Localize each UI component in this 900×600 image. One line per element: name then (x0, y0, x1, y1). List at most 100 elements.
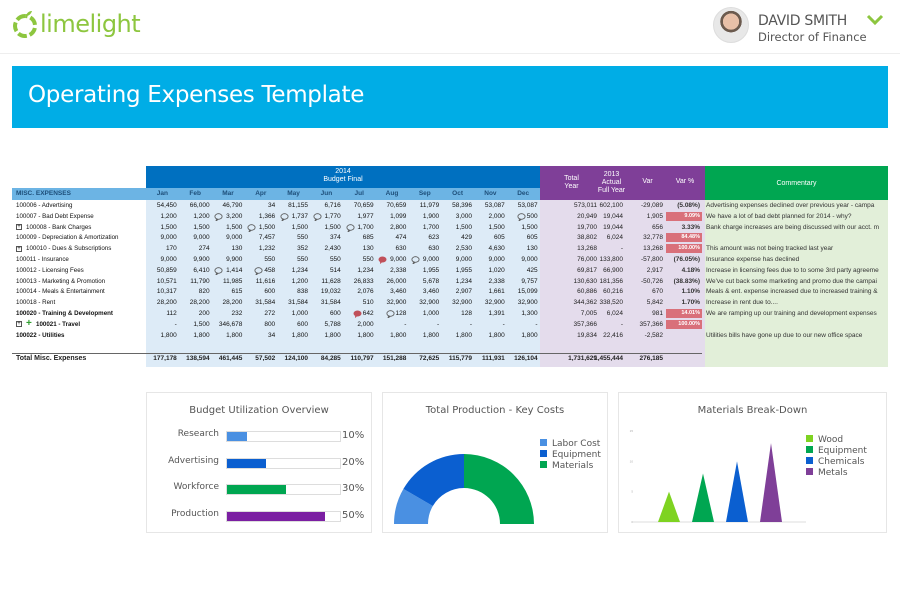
cell-oct[interactable]: 2,907 (455, 288, 472, 296)
comment-icon[interactable] (280, 213, 289, 221)
cell-feb[interactable]: 9,000 (193, 234, 210, 242)
cell-jun[interactable]: 1,770 (324, 212, 341, 220)
cell-mar[interactable]: 9,900 (226, 256, 243, 263)
cell-dec[interactable]: 15,099 (517, 288, 538, 296)
cell-may[interactable]: 81,155 (288, 202, 308, 209)
cell-may[interactable]: 550 (297, 256, 308, 263)
cell-aug[interactable]: 474 (395, 234, 407, 242)
expand-toggle-icon[interactable]: + (16, 245, 22, 252)
cell-mar[interactable]: 232 (231, 310, 243, 317)
cell-jul[interactable]: 685 (362, 234, 374, 242)
cell-sep[interactable]: 1,000 (422, 310, 440, 317)
cell-apr[interactable]: 1,366 (258, 212, 276, 220)
cell-oct[interactable]: 32,900 (452, 299, 472, 307)
cell-oct[interactable]: 1,234 (455, 277, 472, 285)
cell-sep[interactable]: 1,800 (422, 331, 440, 339)
commentary-cell[interactable]: Advertising expenses declined over previ… (706, 202, 875, 209)
cell-mar[interactable]: 1,800 (226, 331, 243, 339)
cell-may[interactable]: 1,737 (291, 212, 308, 220)
cell-oct[interactable]: 9,000 (455, 256, 472, 263)
cell-feb[interactable]: 66,000 (189, 202, 210, 209)
cell-aug[interactable]: 70,659 (386, 202, 407, 209)
cell-aug[interactable]: 9,000 (390, 256, 407, 263)
add-icon[interactable]: + (26, 317, 32, 329)
commentary-cell[interactable]: Utilities bills have gone up due to our … (706, 331, 863, 339)
cell-apr[interactable]: 458 (264, 266, 276, 274)
cell-jan[interactable]: 170 (165, 245, 177, 253)
cell-feb[interactable]: 9,900 (193, 256, 210, 263)
cell-apr[interactable]: 31,584 (255, 299, 276, 307)
cell-sep[interactable]: 11,979 (419, 202, 440, 209)
month-header-feb[interactable]: Feb (189, 190, 201, 197)
cell-dec[interactable]: 1,800 (521, 331, 538, 339)
cell-jan[interactable]: 50,859 (156, 266, 177, 274)
cell-aug[interactable]: - (404, 320, 407, 328)
month-header-apr[interactable]: Apr (255, 190, 267, 197)
cell-feb[interactable]: 11,790 (190, 277, 210, 285)
cell-may[interactable]: 1,500 (291, 223, 308, 231)
comment-icon[interactable] (378, 256, 387, 264)
month-header-may[interactable]: May (287, 190, 300, 197)
month-header-jan[interactable]: Jan (156, 190, 168, 197)
cell-aug[interactable]: 26,000 (386, 277, 407, 285)
comment-icon[interactable] (353, 310, 362, 318)
month-header-mar[interactable]: Mar (222, 190, 234, 197)
comment-icon[interactable] (386, 310, 395, 318)
cell-dec[interactable]: 130 (526, 245, 538, 253)
cell-feb[interactable]: 1,800 (193, 331, 210, 339)
cell-jan[interactable]: 1,500 (160, 223, 177, 231)
expand-toggle-icon[interactable]: + (16, 321, 22, 328)
cell-jul[interactable]: 642 (362, 310, 374, 317)
cell-apr[interactable]: 34 (267, 331, 276, 339)
cell-nov[interactable]: - (502, 320, 505, 328)
cell-may[interactable]: 600 (297, 320, 308, 328)
cell-dec[interactable]: 9,757 (521, 277, 538, 285)
cell-may[interactable]: 1,200 (291, 277, 308, 285)
commentary-cell[interactable]: This amount was not being tracked last y… (706, 245, 834, 253)
month-header-oct[interactable]: Oct (452, 190, 463, 197)
cell-apr[interactable]: 272 (264, 310, 276, 317)
cell-mar[interactable]: 1,414 (226, 266, 243, 274)
month-header-jun[interactable]: Jun (320, 190, 333, 197)
cell-dec[interactable]: 9,000 (521, 256, 538, 263)
cell-aug[interactable]: 1,800 (390, 331, 407, 339)
month-header-jul[interactable]: Jul (354, 190, 364, 197)
cell-feb[interactable]: 1,200 (193, 212, 210, 220)
cell-apr[interactable]: 1,232 (258, 245, 276, 253)
cell-nov[interactable]: 1,661 (488, 288, 505, 296)
cell-apr[interactable]: 11,616 (255, 277, 276, 285)
comment-icon[interactable] (411, 256, 420, 264)
comment-icon[interactable] (313, 213, 322, 221)
cell-jun[interactable]: 374 (329, 234, 341, 242)
cell-jan[interactable]: 9,000 (160, 256, 177, 263)
cell-sep[interactable]: 9,000 (422, 256, 440, 263)
cell-oct[interactable]: 1,500 (455, 223, 472, 231)
cell-aug[interactable]: 2,800 (390, 223, 407, 231)
cell-sep[interactable]: 1,955 (422, 266, 440, 274)
cell-dec[interactable]: 500 (526, 212, 538, 220)
cell-sep[interactable]: 3,460 (422, 288, 440, 296)
cell-jul[interactable]: 2,076 (357, 288, 374, 296)
cell-jan[interactable]: 9,000 (160, 234, 177, 242)
cell-aug[interactable]: 2,338 (390, 266, 407, 274)
expand-toggle-icon[interactable]: + (16, 224, 22, 231)
cell-jan[interactable]: 28,200 (156, 299, 177, 307)
cell-jul[interactable]: 1,700 (357, 223, 374, 231)
cell-aug[interactable]: 32,900 (386, 299, 407, 307)
cell-nov[interactable]: 32,900 (484, 299, 505, 307)
avatar[interactable] (713, 7, 749, 43)
month-header-aug[interactable]: Aug (385, 190, 399, 197)
cell-jan[interactable]: 1,800 (160, 331, 177, 339)
cell-dec[interactable]: 425 (526, 266, 538, 274)
cell-nov[interactable]: 4,630 (488, 245, 505, 253)
comment-icon[interactable] (247, 223, 256, 232)
cell-jul[interactable]: 26,833 (353, 277, 374, 285)
cell-jan[interactable]: 1,200 (160, 212, 177, 220)
cell-dec[interactable]: 1,300 (521, 310, 538, 317)
comment-icon[interactable] (346, 223, 355, 232)
comment-icon[interactable] (214, 213, 223, 221)
cell-sep[interactable]: 5,678 (422, 277, 440, 285)
cell-apr[interactable]: 1,500 (258, 223, 276, 231)
cell-apr[interactable]: 600 (264, 288, 276, 296)
cell-feb[interactable]: 274 (198, 245, 210, 253)
